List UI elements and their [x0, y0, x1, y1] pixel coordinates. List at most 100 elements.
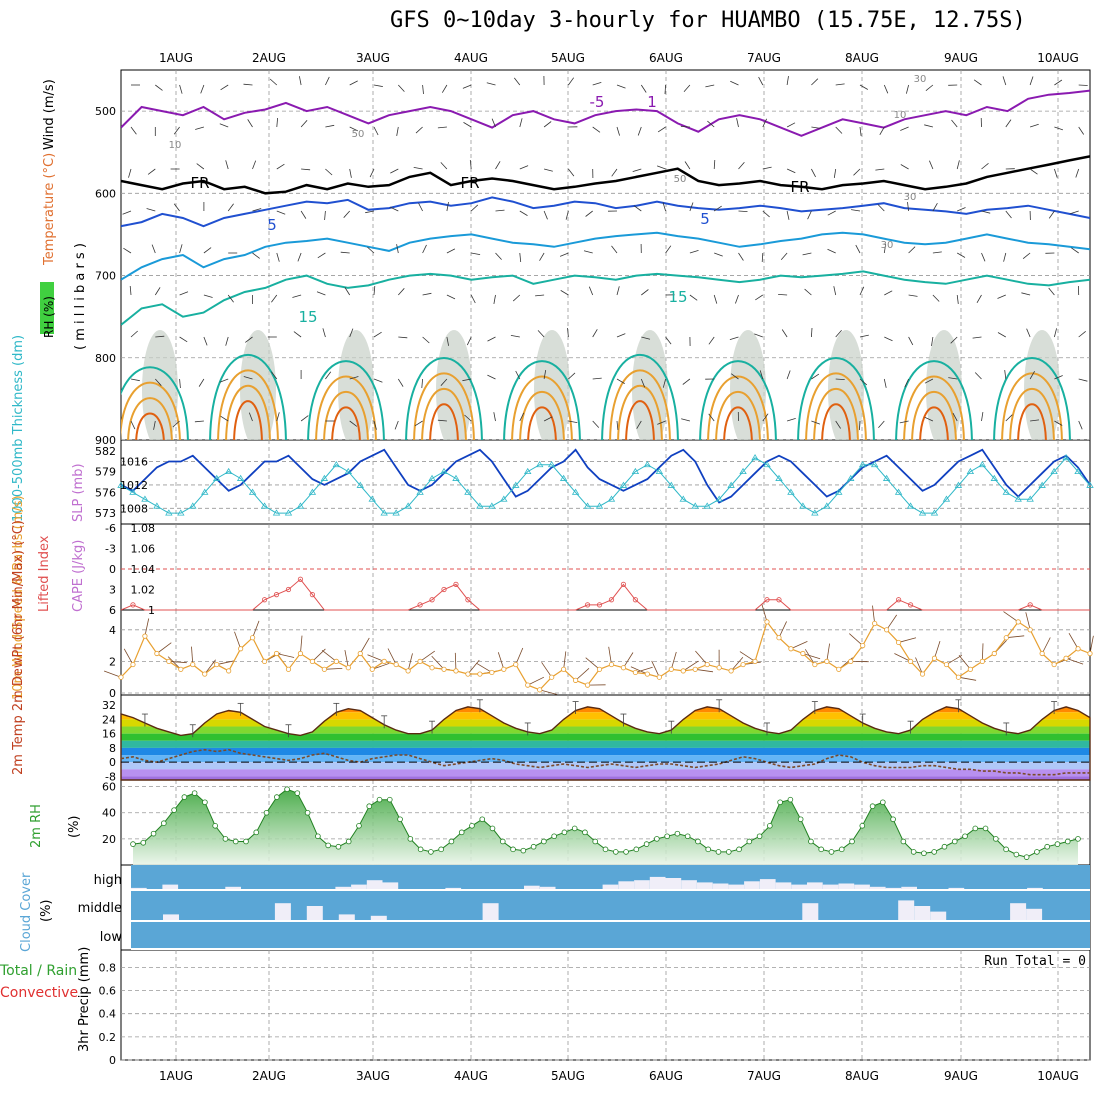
wind-barb	[390, 206, 399, 212]
wind-speed-point	[991, 650, 997, 657]
wind-barb	[422, 244, 427, 254]
wind-barb	[568, 77, 575, 86]
cloud-bar-high	[869, 886, 886, 889]
surface-wind-barb	[934, 640, 941, 659]
rh-point	[469, 823, 475, 829]
wind-barb	[397, 378, 404, 387]
surface-wind-barb	[695, 668, 714, 673]
rh-point	[633, 846, 640, 853]
rh-point	[993, 836, 999, 842]
warm-core-contour	[723, 406, 753, 440]
wind-barb	[559, 252, 569, 257]
rh-point	[1034, 849, 1040, 855]
wind-barb	[271, 371, 278, 380]
wind-barb	[441, 84, 448, 93]
thickness-point	[607, 495, 616, 502]
date-label-bottom: 6AUG	[649, 1069, 683, 1083]
wind-barb	[884, 290, 893, 296]
cape-point	[907, 602, 914, 608]
upper-air-panel	[121, 75, 1090, 440]
wind-barb	[173, 203, 180, 212]
wind-speed-point	[381, 658, 387, 665]
wind-barb	[421, 378, 423, 389]
rh-point	[417, 846, 424, 853]
date-label-bottom: 2AUG	[252, 1069, 286, 1083]
rh-point	[931, 849, 937, 855]
cape-point	[261, 597, 268, 603]
cape-point	[895, 597, 902, 603]
thickness-point	[631, 467, 640, 475]
precip-tick-label: 0.6	[99, 985, 117, 998]
wind-barb	[276, 252, 280, 262]
surface-wind-barb	[476, 662, 493, 673]
wind-barb	[729, 336, 739, 340]
rh-point	[171, 807, 177, 813]
surface-wind-barb	[431, 655, 445, 670]
warm-core-contour	[813, 387, 859, 440]
isotherm-15	[121, 270, 1090, 326]
wind-barb	[680, 126, 690, 128]
cloud-bar-high	[712, 883, 729, 889]
wind-speed-point	[501, 666, 507, 672]
surface-wind-barb	[144, 618, 150, 637]
wind-barb	[883, 244, 887, 254]
rh-point	[818, 846, 825, 853]
wind-barb	[349, 376, 359, 380]
wind-speed-point	[872, 620, 878, 627]
surface-wind-barb	[234, 631, 242, 649]
wind-barb	[513, 77, 521, 86]
thickness-point	[344, 467, 353, 475]
surface-wind-barb	[103, 670, 122, 678]
wind-barb	[835, 420, 841, 429]
rh-point	[643, 841, 650, 847]
rh-point	[1054, 841, 1061, 847]
wind-speed-point	[931, 655, 938, 661]
wind-speed-point	[704, 661, 710, 668]
rh-point	[756, 833, 763, 840]
wind-speed-point	[572, 677, 579, 683]
wind-speed-point	[788, 646, 794, 652]
thickness-point	[177, 509, 185, 516]
rh-point	[684, 833, 691, 840]
surface-wind-barb	[575, 668, 590, 681]
wind-barb	[440, 162, 448, 170]
thickness-point	[236, 474, 245, 481]
wind-speed-point	[393, 661, 399, 668]
wind-speed-point	[154, 650, 160, 657]
wind-barb	[1029, 371, 1035, 380]
contour-label: 1	[647, 93, 657, 111]
wind-speed-point	[525, 682, 531, 688]
wind-barb	[730, 373, 739, 380]
wind-barb	[471, 252, 481, 255]
cloud-bar-high	[775, 882, 792, 889]
pressure-tick-label: 900	[95, 434, 116, 447]
surface-wind-barb	[216, 660, 235, 665]
warm-core-contour	[217, 369, 279, 440]
rh-point	[284, 786, 290, 793]
wind-barb	[486, 82, 496, 86]
thickness-point	[727, 481, 735, 488]
wind-barb	[811, 327, 813, 338]
wind-barb	[179, 336, 188, 343]
thickness-point	[141, 495, 149, 502]
axis-labels: 1AUG 1AUG 2AUG 2AUG 3AUG 3AUG 4AUG 4AUG 5AUG 5AUG…	[0, 51, 1086, 1083]
wind-barb	[519, 118, 523, 128]
thickness-point	[619, 481, 628, 488]
warm-core-contour	[911, 390, 957, 440]
wind-barb	[373, 126, 379, 136]
temp-band	[121, 712, 1090, 720]
wind-speed-point	[967, 666, 973, 672]
wind-barb	[155, 378, 162, 386]
surface-wind-barb	[324, 668, 343, 670]
rh-point	[869, 803, 876, 810]
lifted-index-tick-label: 0	[109, 563, 116, 576]
wind-speed-point	[692, 666, 698, 672]
thickness-point	[380, 509, 388, 516]
wind-barb	[1002, 76, 1007, 86]
wind-barb	[807, 210, 812, 220]
wind-barb	[1005, 210, 1012, 219]
dewpoint-line	[120, 748, 1090, 776]
wind-barb	[973, 79, 982, 86]
wind-speed-point	[202, 671, 208, 677]
wind-speed-point	[728, 668, 734, 674]
